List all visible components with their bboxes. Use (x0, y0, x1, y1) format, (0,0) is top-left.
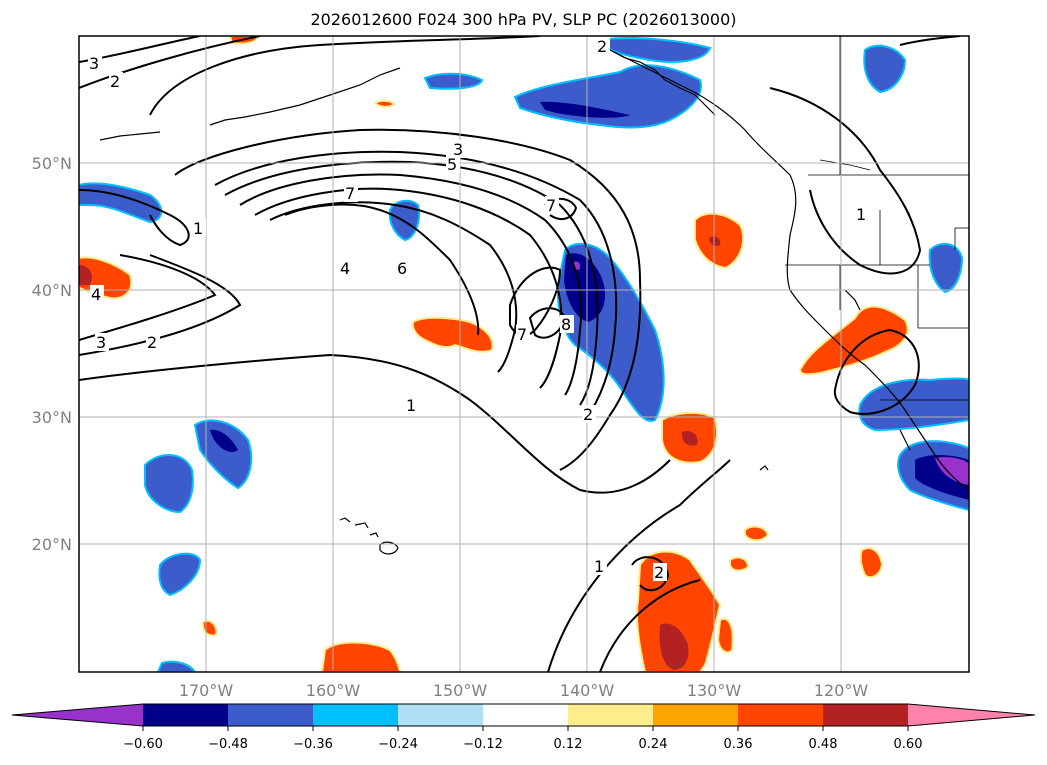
contour-label: 1 (193, 219, 203, 238)
contour-label: 5 (447, 155, 457, 174)
lat-tick: 20°N (32, 535, 72, 554)
colorbar: −0.60 −0.48 −0.36 −0.24 −0.12 0.12 0.24 0.36 0.4… (11, 703, 1036, 752)
positive-pv-areas (79, 36, 909, 672)
colorbar-segment (143, 704, 229, 726)
contour-label: 3 (96, 333, 106, 352)
colorbar-segment (738, 704, 824, 726)
contour-label: 8 (561, 315, 571, 334)
contour-label: 7 (546, 196, 556, 215)
lon-tick: 140°W (560, 681, 615, 700)
colorbar-tick-label: 0.24 (639, 737, 668, 752)
contour-label: 3 (453, 140, 463, 159)
contour-label: 3 (89, 54, 99, 73)
contour-label: 4 (91, 285, 101, 304)
colorbar-segment (483, 704, 569, 726)
colorbar-tick-label: 0.48 (809, 737, 838, 752)
colorbar-tick-label: −0.48 (208, 737, 248, 752)
contour-label: 2 (654, 563, 664, 582)
contour-label: 1 (406, 396, 416, 415)
negative-pv-areas (79, 36, 969, 672)
contour-label: 7 (345, 184, 355, 203)
colorbar-tick-label: 0.36 (724, 737, 753, 752)
colorbar-extend-high (908, 704, 1035, 726)
political-borders (785, 36, 969, 401)
contour-label: 2 (147, 333, 157, 352)
contour-label: 1 (856, 205, 866, 224)
lat-tick: 40°N (32, 281, 72, 300)
colorbar-tick-label: −0.24 (378, 737, 418, 752)
lon-tick: 160°W (306, 681, 361, 700)
colorbar-tick-label: −0.60 (123, 737, 163, 752)
lon-tick: 120°W (814, 681, 869, 700)
contour-label: 2 (583, 405, 593, 424)
chart-title: 2026012600 F024 300 hPa PV, SLP PC (2026… (310, 10, 737, 29)
colorbar-segment (313, 704, 399, 726)
colorbar-tick-label: −0.36 (293, 737, 333, 752)
map-frame (78, 35, 970, 673)
lon-tick: 170°W (179, 681, 234, 700)
contour-label: 2 (110, 72, 120, 91)
lat-tick: 30°N (32, 408, 72, 427)
colorbar-tick-label: −0.12 (463, 737, 503, 752)
slp-contours (79, 36, 961, 672)
map-plot-area: 3 2 1 3 5 7 7 4 6 1 4 3 2 1 7 8 2 2 1 2 (79, 36, 969, 672)
longitude-ticks: 170°W 160°W 150°W 140°W 130°W 120°W (179, 681, 869, 700)
colorbar-extend-low (12, 704, 143, 726)
contour-label: 1 (594, 557, 604, 576)
contour-label: 6 (397, 259, 407, 278)
lon-tick: 130°W (687, 681, 742, 700)
colorbar-segment (568, 704, 654, 726)
lon-tick: 150°W (433, 681, 488, 700)
latitude-ticks: 50°N 40°N 30°N 20°N (32, 154, 72, 554)
contour-label: 7 (517, 325, 527, 344)
lat-tick: 50°N (32, 154, 72, 173)
colorbar-segment (653, 704, 739, 726)
colorbar-segment (823, 704, 909, 726)
colorbar-segment (228, 704, 314, 726)
contour-label: 4 (340, 259, 350, 278)
contour-label: 2 (597, 37, 607, 56)
colorbar-segment (398, 704, 484, 726)
colorbar-tick-label: 0.60 (894, 737, 923, 752)
coastlines (99, 44, 969, 555)
colorbar-tick-label: 0.12 (554, 737, 583, 752)
contour-labels: 3 2 1 3 5 7 7 4 6 1 4 3 2 1 7 8 2 2 1 2 (88, 37, 869, 582)
